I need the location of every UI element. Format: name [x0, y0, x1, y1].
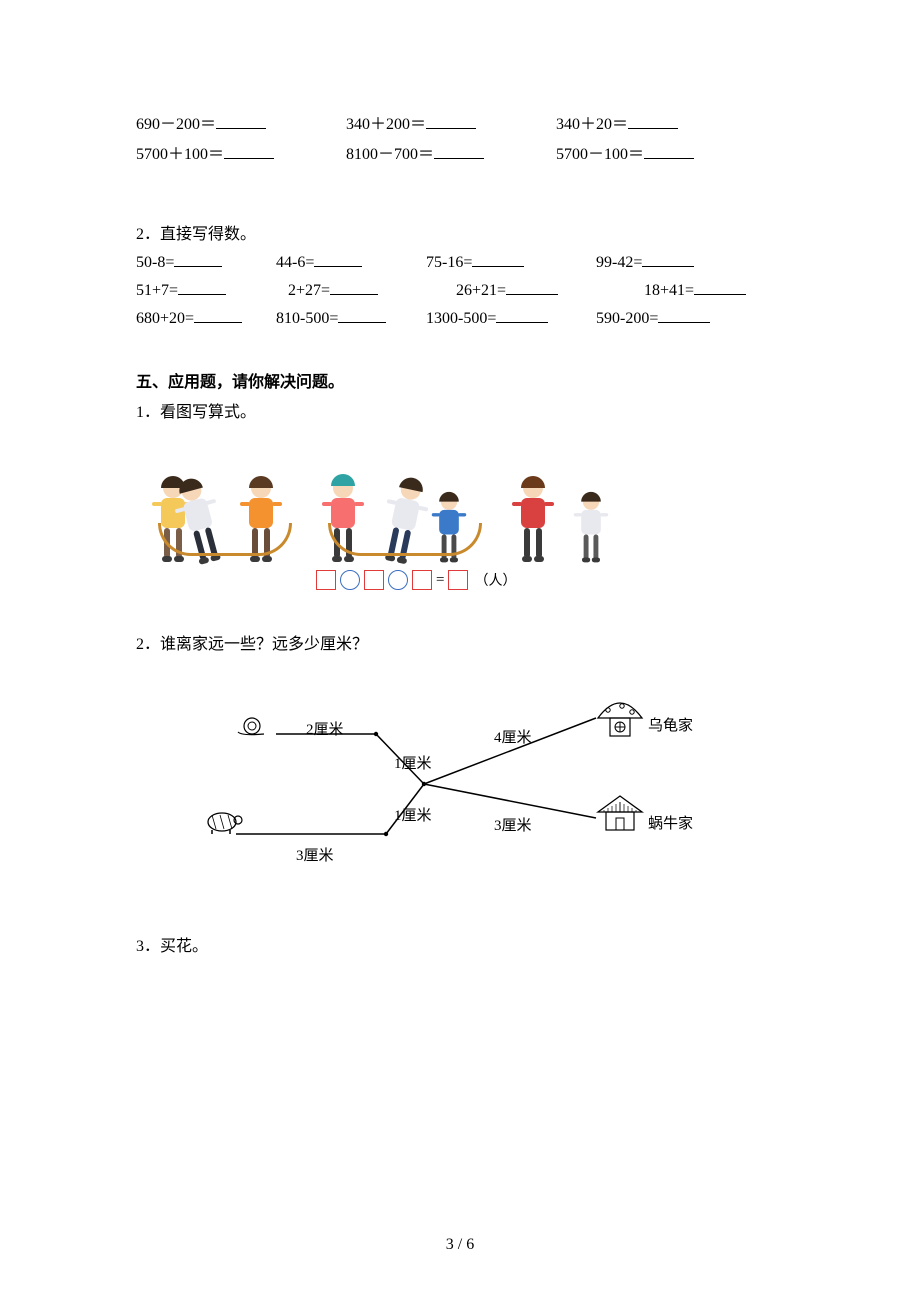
- q1-label: 1．看图写算式。: [136, 398, 784, 422]
- snail-home-label: 蜗牛家: [648, 812, 693, 833]
- distance-label: 1厘米: [394, 752, 432, 773]
- section-b: 2．直接写得数。 50-8= 44-6= 75-16= 99-42= 51+7=: [136, 220, 784, 328]
- equation-text: 690－200＝: [136, 110, 216, 134]
- equation-text: 5700＋100＝: [136, 140, 224, 164]
- q2-illustration: 2厘米 1厘米 3厘米 1厘米 4厘米 3厘米 乌龟家蜗牛家: [166, 676, 726, 886]
- answer-blank[interactable]: [628, 112, 678, 129]
- kid-figure: [577, 493, 605, 564]
- distance-label: 3厘米: [494, 814, 532, 835]
- q1-illustration: [146, 444, 706, 564]
- equation-cell: 680+20=: [136, 306, 276, 328]
- equation-cell: 340＋200＝: [346, 110, 556, 134]
- answer-blank[interactable]: [314, 250, 362, 267]
- answer-blank[interactable]: [216, 112, 266, 129]
- equation-cell: 810-500=: [276, 306, 426, 328]
- answer-blank[interactable]: [496, 306, 548, 323]
- equation-text: 51+7=: [136, 282, 178, 300]
- answer-blank[interactable]: [426, 112, 476, 129]
- equation-text: 590-200=: [596, 310, 658, 328]
- equation-result-box[interactable]: [448, 570, 468, 590]
- answer-blank[interactable]: [434, 142, 484, 159]
- equation-cell: 50-8=: [136, 250, 276, 272]
- q3-label: 3．买花。: [136, 932, 784, 956]
- answer-blank[interactable]: [472, 250, 524, 267]
- equation-text: 18+41=: [644, 282, 694, 300]
- distance-label: 3厘米: [296, 844, 334, 865]
- equation-text: 810-500=: [276, 310, 338, 328]
- equation-unit: （人）: [474, 570, 516, 590]
- equation-text: 340＋200＝: [346, 110, 426, 134]
- jump-rope: [328, 523, 482, 556]
- answer-blank[interactable]: [658, 306, 710, 323]
- equation-cell: 44-6=: [276, 250, 426, 272]
- equation-text: 2+27=: [288, 282, 330, 300]
- equation-text: 8100－700＝: [346, 140, 434, 164]
- equation-square-box[interactable]: [412, 570, 432, 590]
- equation-cell: 8100－700＝: [346, 140, 556, 164]
- equation-square-box[interactable]: [316, 570, 336, 590]
- page: 690－200＝ 340＋200＝ 340＋20＝ 5700＋100＝ 8100…: [0, 0, 920, 1302]
- kid-figure: [516, 478, 550, 564]
- answer-blank[interactable]: [224, 142, 274, 159]
- equation-cell: 1300-500=: [426, 306, 596, 328]
- equation-cell: 99-42=: [596, 250, 694, 272]
- answer-blank[interactable]: [694, 278, 746, 295]
- equation-text: 44-6=: [276, 254, 314, 272]
- answer-blank[interactable]: [174, 250, 222, 267]
- equation-text: 26+21=: [456, 282, 506, 300]
- section-c-heading: 五、应用题，请你解决问题。: [136, 368, 784, 392]
- equation-circle-box[interactable]: [388, 570, 408, 590]
- answer-blank[interactable]: [338, 306, 386, 323]
- equation-circle-box[interactable]: [340, 570, 360, 590]
- equation-cell: 5700＋100＝: [136, 140, 346, 164]
- equation-cell: 590-200=: [596, 306, 710, 328]
- equation-text: 5700－100＝: [556, 140, 644, 164]
- distance-label: 4厘米: [494, 726, 532, 747]
- distance-label: 2厘米: [306, 718, 344, 739]
- answer-blank[interactable]: [506, 278, 558, 295]
- equation-text: 1300-500=: [426, 310, 496, 328]
- equation-cell: 18+41=: [626, 278, 746, 300]
- equation-cell: 26+21=: [438, 278, 626, 300]
- answer-blank[interactable]: [194, 306, 242, 323]
- answer-blank[interactable]: [330, 278, 378, 295]
- jump-rope: [158, 523, 292, 556]
- page-footer: 3 / 6: [0, 1236, 920, 1254]
- equation-square-box[interactable]: [364, 570, 384, 590]
- equation-row: 51+7= 2+27= 26+21= 18+41=: [136, 278, 784, 300]
- equation-cell: 75-16=: [426, 250, 596, 272]
- answer-blank[interactable]: [644, 142, 694, 159]
- section-b-title: 2．直接写得数。: [136, 220, 784, 244]
- q2-diagram-svg: [166, 676, 726, 886]
- equation-cell: 690－200＝: [136, 110, 346, 134]
- answer-blank[interactable]: [178, 278, 226, 295]
- distance-label: 1厘米: [394, 804, 432, 825]
- equals-sign: =: [436, 572, 444, 589]
- section-a: 690－200＝ 340＋200＝ 340＋20＝ 5700＋100＝ 8100…: [136, 110, 784, 164]
- equation-cell: 5700－100＝: [556, 140, 694, 164]
- turtle-home-label: 乌龟家: [648, 714, 693, 735]
- equation-cell: 2+27=: [276, 278, 438, 300]
- equation-text: 50-8=: [136, 254, 174, 272]
- equation-row: 5700＋100＝ 8100－700＝ 5700－100＝: [136, 140, 784, 164]
- q1-equation-boxes: = （人）: [316, 570, 784, 590]
- equation-text: 340＋20＝: [556, 110, 628, 134]
- equation-row: 680+20= 810-500= 1300-500= 590-200=: [136, 306, 784, 328]
- equation-text: 99-42=: [596, 254, 642, 272]
- equation-cell: 51+7=: [136, 278, 276, 300]
- q2-label: 2．谁离家远一些？远多少厘米？: [136, 630, 784, 654]
- equation-row: 50-8= 44-6= 75-16= 99-42=: [136, 250, 784, 272]
- equation-row: 690－200＝ 340＋200＝ 340＋20＝: [136, 110, 784, 134]
- equation-text: 75-16=: [426, 254, 472, 272]
- answer-blank[interactable]: [642, 250, 694, 267]
- equation-cell: 340＋20＝: [556, 110, 678, 134]
- equation-text: 680+20=: [136, 310, 194, 328]
